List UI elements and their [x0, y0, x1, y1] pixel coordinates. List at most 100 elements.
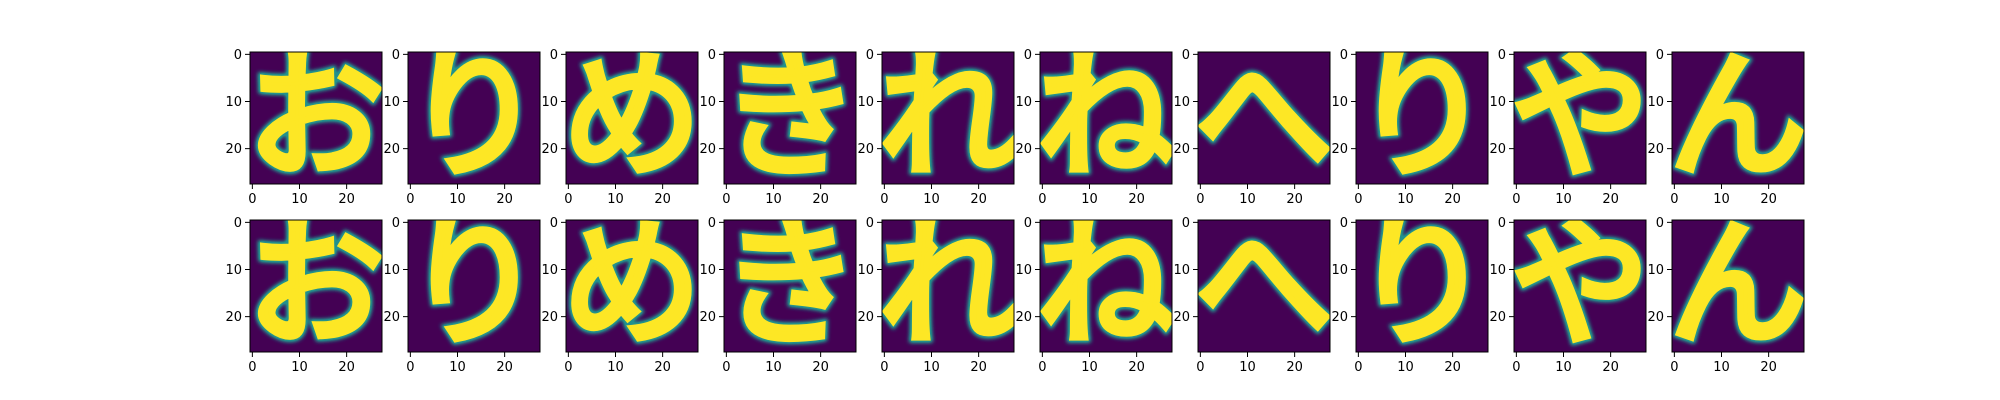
- panel-frame: [1671, 219, 1805, 353]
- x-tick-label: 0: [1670, 360, 1678, 375]
- x-tick-label: 0: [1512, 192, 1520, 207]
- x-tick-label: 20: [1128, 192, 1145, 207]
- glyph-halo: め: [563, 35, 702, 197]
- x-tick-label: 0: [564, 192, 572, 207]
- glyph-halo: や: [1511, 35, 1650, 197]
- glyph-halo: ん: [1669, 203, 1808, 365]
- panel-frame: [407, 51, 541, 185]
- y-tick-label: 0: [1340, 216, 1348, 231]
- x-tick-label: 20: [1128, 360, 1145, 375]
- panel-frame: [881, 51, 1015, 185]
- glyph-group: おお: [250, 52, 382, 184]
- y-tick-label: 20: [541, 310, 558, 325]
- glyph: れ: [879, 35, 1018, 197]
- y-tick-label: 0: [1656, 48, 1664, 63]
- glyph-group: んん: [1669, 203, 1808, 365]
- x-tick-label: 0: [1512, 360, 1520, 375]
- glyph-group: やや: [1511, 35, 1650, 197]
- panel-frame: [1355, 51, 1489, 185]
- x-tick-label: 20: [1444, 360, 1461, 375]
- panel-background: [1514, 220, 1646, 352]
- panel-background: [1356, 220, 1488, 352]
- x-tick-label: 0: [722, 360, 730, 375]
- glyph: や: [1511, 203, 1650, 365]
- glyph-group: へへ: [1198, 52, 1330, 184]
- y-tick-label: 20: [541, 142, 558, 157]
- y-tick-label: 10: [1489, 263, 1506, 278]
- panel-background: [882, 52, 1014, 184]
- x-tick-label: 0: [1038, 192, 1046, 207]
- x-tick-label: 20: [1602, 192, 1619, 207]
- y-tick-label: 0: [550, 48, 558, 63]
- x-tick-label: 20: [496, 360, 513, 375]
- glyph: や: [1511, 35, 1650, 197]
- y-tick-label: 10: [1331, 95, 1348, 110]
- y-tick-label: 0: [392, 48, 400, 63]
- glyph-group: めめ: [563, 35, 702, 197]
- glyph: へ: [1195, 203, 1334, 365]
- x-tick-label: 0: [406, 192, 414, 207]
- panel-background: [1672, 52, 1804, 184]
- x-tick-label: 20: [1286, 192, 1303, 207]
- y-tick-label: 0: [1182, 48, 1190, 63]
- x-tick-label: 0: [248, 192, 256, 207]
- y-tick-label: 20: [383, 310, 400, 325]
- panel-background: [250, 220, 382, 352]
- x-tick-label: 10: [1397, 192, 1414, 207]
- panel-frame: [565, 219, 699, 353]
- glyph-halo: お: [247, 203, 386, 365]
- panel-background: [1356, 52, 1488, 184]
- x-tick-label: 0: [880, 360, 888, 375]
- panel-background: [566, 220, 698, 352]
- panel-frame: [407, 219, 541, 353]
- y-tick-label: 10: [1331, 263, 1348, 278]
- y-tick-label: 20: [1015, 142, 1032, 157]
- y-tick-label: 10: [1015, 263, 1032, 278]
- panel-frame: [249, 51, 383, 185]
- glyph-halo: め: [563, 203, 702, 365]
- x-tick-label: 20: [1760, 192, 1777, 207]
- x-tick-label: 20: [1444, 192, 1461, 207]
- x-tick-label: 10: [291, 360, 308, 375]
- glyph: り: [405, 35, 544, 197]
- y-tick-label: 20: [383, 142, 400, 157]
- glyph-group: れれ: [882, 220, 1014, 352]
- glyph-group: きき: [724, 220, 856, 352]
- x-tick-label: 10: [1239, 360, 1256, 375]
- y-tick-label: 0: [392, 216, 400, 231]
- y-tick-label: 20: [699, 142, 716, 157]
- glyph-group: やや: [1511, 203, 1650, 365]
- y-tick-label: 10: [699, 263, 716, 278]
- x-tick-label: 0: [1670, 192, 1678, 207]
- x-tick-label: 0: [1196, 360, 1204, 375]
- glyph-halo: ね: [1037, 203, 1176, 365]
- glyph-halo: り: [1353, 203, 1492, 365]
- y-tick-label: 20: [1331, 142, 1348, 157]
- panel-background: [882, 220, 1014, 352]
- glyph: め: [563, 203, 702, 365]
- y-tick-label: 0: [866, 48, 874, 63]
- glyph-halo: れ: [879, 35, 1018, 197]
- glyph-halo: り: [405, 35, 544, 197]
- glyph-halo: や: [1511, 203, 1650, 365]
- y-tick-label: 20: [1173, 310, 1190, 325]
- x-tick-label: 10: [1713, 192, 1730, 207]
- y-tick-label: 20: [1331, 310, 1348, 325]
- x-tick-label: 0: [1038, 360, 1046, 375]
- y-tick-label: 10: [225, 263, 242, 278]
- y-tick-label: 10: [699, 95, 716, 110]
- panel-background: [566, 52, 698, 184]
- panel-frame: [1197, 51, 1331, 185]
- glyph: り: [1353, 35, 1492, 197]
- panel-background: [408, 220, 540, 352]
- glyph-halo: り: [405, 203, 544, 365]
- panel-background: [724, 52, 856, 184]
- y-tick-label: 10: [1173, 95, 1190, 110]
- y-tick-label: 10: [1015, 95, 1032, 110]
- x-tick-label: 10: [1397, 360, 1414, 375]
- x-tick-label: 0: [406, 360, 414, 375]
